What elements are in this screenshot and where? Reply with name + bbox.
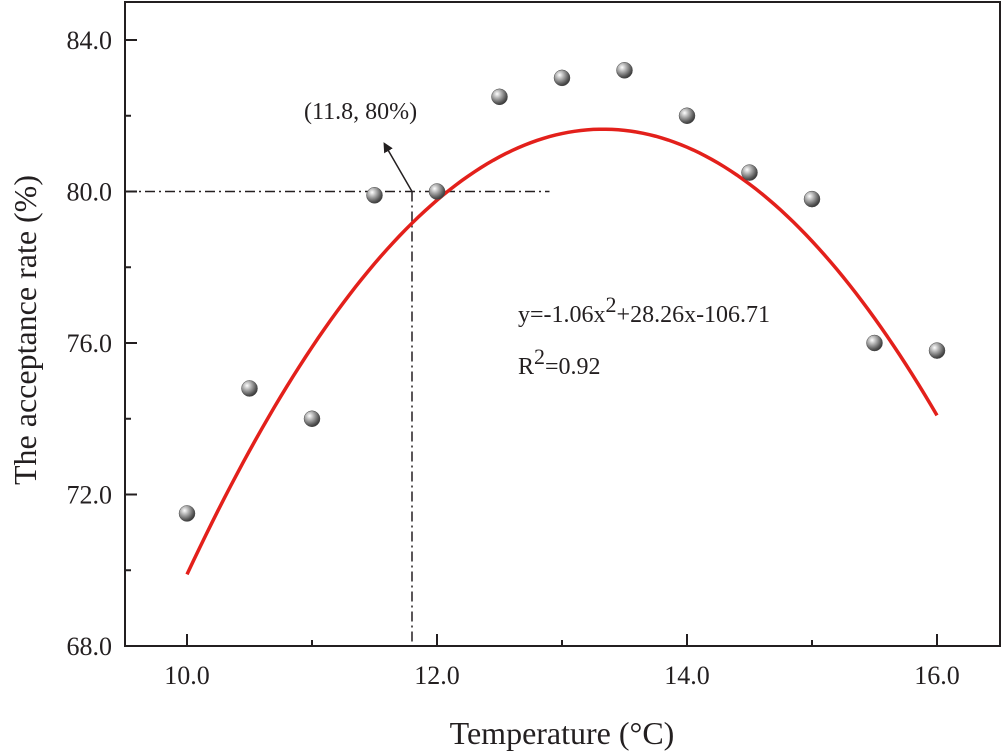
data-point bbox=[678, 107, 696, 124]
y-axis-title: The acceptance rate (%) bbox=[7, 175, 43, 485]
svg-text:y=-1.06x2+28.26x-106.71: y=-1.06x2+28.26x-106.71 bbox=[518, 292, 770, 328]
data-point bbox=[928, 342, 946, 359]
y-tick-label: 80.0 bbox=[67, 178, 113, 207]
y-tick-label: 72.0 bbox=[67, 481, 113, 510]
data-point bbox=[616, 62, 633, 79]
fit-curve-layer bbox=[185, 127, 939, 576]
data-point bbox=[178, 505, 196, 522]
x-tick-label: 16.0 bbox=[914, 661, 960, 690]
y-tick-label: 68.0 bbox=[67, 632, 113, 661]
data-point bbox=[303, 410, 321, 427]
fit-equation: y=-1.06x2+28.26x-106.71 R2=0.92 bbox=[518, 292, 770, 380]
data-point bbox=[741, 164, 758, 181]
data-points bbox=[178, 62, 946, 522]
x-tick-label: 14.0 bbox=[664, 661, 710, 690]
data-point bbox=[491, 88, 508, 106]
reference-point-label: (11.8, 80%) bbox=[304, 99, 417, 125]
data-point bbox=[866, 334, 883, 352]
y-axis-ticks: 68.0 72.0 76.0 80.0 84.0 bbox=[67, 26, 137, 661]
r2-superscript: 2 bbox=[534, 344, 545, 369]
data-point bbox=[553, 69, 571, 87]
x-tick-label: 12.0 bbox=[414, 661, 460, 690]
equation-suffix: +28.26x-106.71 bbox=[617, 302, 771, 328]
x-axis-ticks: 10.0 12.0 14.0 16.0 bbox=[164, 634, 960, 690]
y-tick-label: 76.0 bbox=[67, 329, 113, 358]
equation-prefix: y=-1.06x bbox=[518, 302, 606, 328]
data-point bbox=[366, 187, 383, 204]
equation-superscript: 2 bbox=[606, 292, 617, 317]
fit-curve bbox=[185, 127, 939, 576]
data-point bbox=[803, 190, 821, 208]
r2-suffix: =0.92 bbox=[545, 354, 601, 380]
x-tick-label: 10.0 bbox=[164, 661, 210, 690]
reference-arrow bbox=[383, 142, 413, 192]
y-tick-label: 84.0 bbox=[67, 26, 113, 55]
data-point bbox=[428, 183, 446, 200]
reference-lines bbox=[125, 142, 550, 646]
r2-prefix: R bbox=[518, 354, 534, 380]
svg-text:R2=0.92: R2=0.92 bbox=[518, 344, 601, 380]
x-axis-title: Temperature (°C) bbox=[450, 715, 675, 751]
data-point bbox=[241, 380, 258, 397]
